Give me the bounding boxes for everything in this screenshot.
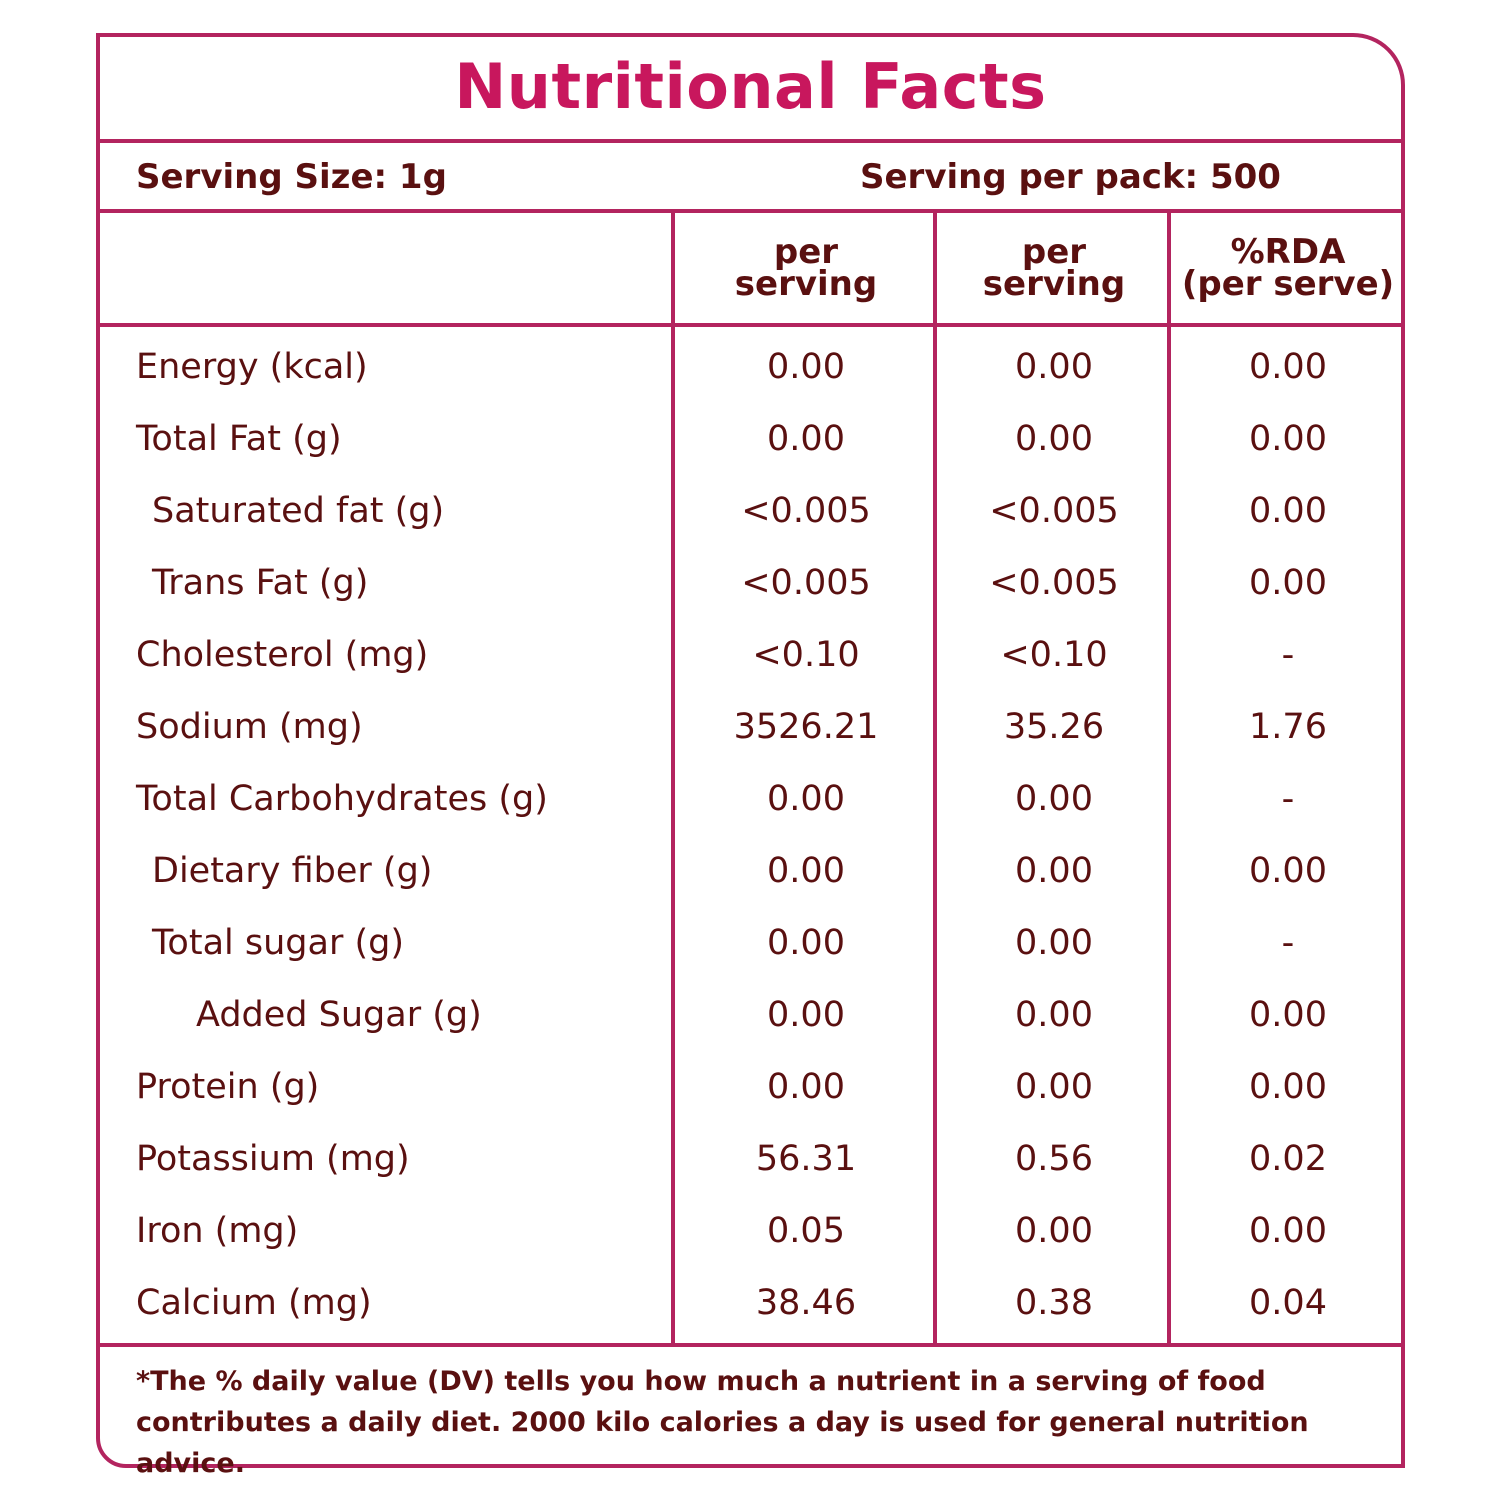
table-row: Energy (kcal) 0.00 0.00 0.00 [100,331,1401,403]
column-header-line: per [1021,232,1087,272]
nutrient-label: Protein (g) [136,1067,320,1107]
rda-value: 0.00 [1249,419,1327,459]
rda-value: 0.04 [1249,1283,1327,1323]
per-serving-value-1: <0.005 [741,491,871,531]
per-serving-value-1: 0.00 [767,419,845,459]
table-row: Trans Fat (g) <0.005 <0.005 0.00 [100,547,1401,619]
per-serving-value-2: 0.00 [1015,1211,1093,1251]
table-row: Saturated fat (g) <0.005 <0.005 0.00 [100,475,1401,547]
per-serving-value-1: 56.31 [755,1139,857,1179]
per-serving-value-1: 0.05 [767,1211,845,1251]
rda-value: 1.76 [1249,707,1327,747]
per-serving-value-1: 0.00 [767,923,845,963]
nutrient-label: Calcium (mg) [136,1283,372,1323]
nutrient-label: Added Sugar (g) [196,995,482,1035]
column-header-line: per [773,232,839,272]
rda-value: 0.00 [1249,1067,1327,1107]
serving-per-pack: Serving per pack: 500 [860,157,1281,197]
per-serving-value-2: 0.00 [1015,347,1093,387]
footer-divider [100,1343,1401,1347]
page-title: Nutritional Facts [454,49,1047,123]
table-row: Sodium (mg) 3526.21 35.26 1.76 [100,691,1401,763]
per-serving-value-1: 3526.21 [733,707,879,747]
rda-value: 0.00 [1249,851,1327,891]
per-serving-value-2: 0.00 [1015,995,1093,1035]
per-serving-value-2: 35.26 [1003,707,1105,747]
nutrient-label: Cholesterol (mg) [136,635,429,675]
rda-value: 0.00 [1249,995,1327,1035]
rda-value: 0.02 [1249,1139,1327,1179]
rda-value: 0.00 [1249,491,1327,531]
nutrient-label: Potassium (mg) [136,1139,410,1179]
footnote: *The % daily value (DV) tells you how mu… [136,1366,1309,1479]
table-row: Total sugar (g) 0.00 0.00 - [100,907,1401,979]
nutrient-label: Iron (mg) [136,1211,299,1251]
nutrient-label: Saturated fat (g) [152,491,445,531]
nutrient-label: Trans Fat (g) [152,563,369,603]
rda-value: 0.00 [1249,563,1327,603]
column-header-rda: %RDA (per serve) [1171,213,1405,323]
per-serving-value-2: <0.10 [1000,635,1108,675]
column-header-line: %RDA [1230,232,1346,272]
table-row: Protein (g) 0.00 0.00 0.00 [100,1051,1401,1123]
nutrient-label: Total Carbohydrates (g) [136,779,548,819]
table-row: Potassium (mg) 56.31 0.56 0.02 [100,1123,1401,1195]
table-row: Total Carbohydrates (g) 0.00 0.00 - [100,763,1401,835]
per-serving-value-1: 0.00 [767,779,845,819]
title-row: Nutritional Facts [100,37,1401,143]
column-header-line: (per serve) [1181,264,1395,304]
nutrient-label: Total Fat (g) [136,419,342,459]
rda-value: - [1281,635,1295,675]
per-serving-value-2: 0.00 [1015,851,1093,891]
per-serving-value-2: 0.00 [1015,1067,1093,1107]
column-header-line: serving [734,264,878,304]
serving-row: Serving Size: 1g Serving per pack: 500 [100,143,1401,213]
per-serving-value-1: 0.00 [767,851,845,891]
table-row: Iron (mg) 0.05 0.00 0.00 [100,1195,1401,1267]
nutrition-facts-panel: Nutritional Facts Serving Size: 1g Servi… [96,33,1405,1479]
table-row: Cholesterol (mg) <0.10 <0.10 - [100,619,1401,691]
nutrient-table-body: Energy (kcal) 0.00 0.00 0.00 Total Fat (g) 0.… [100,327,1401,1343]
per-serving-value-1: 0.00 [767,347,845,387]
per-serving-value-1: <0.10 [752,635,860,675]
nutrient-label: Dietary fiber (g) [152,851,433,891]
column-header-line: serving [982,264,1126,304]
nutrient-label: Total sugar (g) [152,923,404,963]
rda-value: 0.00 [1249,347,1327,387]
column-divider [671,209,675,1347]
table-row: Calcium (mg) 38.46 0.38 0.04 [100,1267,1401,1339]
column-header-row: per serving per serving %RDA (per serve) [100,213,1401,327]
per-serving-value-1: 0.00 [767,1067,845,1107]
rda-value: 0.00 [1249,1211,1327,1251]
column-header-per-serving-1: per serving [675,213,937,323]
nutrient-label: Energy (kcal) [136,347,368,387]
table-row: Dietary fiber (g) 0.00 0.00 0.00 [100,835,1401,907]
per-serving-value-1: 38.46 [755,1283,857,1323]
column-divider [1167,209,1171,1347]
table-row: Total Fat (g) 0.00 0.00 0.00 [100,403,1401,475]
column-header-per-serving-2: per serving [937,213,1171,323]
per-serving-value-2: <0.005 [989,563,1119,603]
nutrient-label: Sodium (mg) [136,707,363,747]
per-serving-value-2: 0.00 [1015,923,1093,963]
per-serving-value-2: 0.56 [1015,1139,1093,1179]
table-row: Added Sugar (g) 0.00 0.00 0.00 [100,979,1401,1051]
per-serving-value-2: 0.38 [1015,1283,1093,1323]
per-serving-value-2: 0.00 [1015,419,1093,459]
rda-value: - [1281,923,1295,963]
per-serving-value-2: <0.005 [989,491,1119,531]
rda-value: - [1281,779,1295,819]
serving-size: Serving Size: 1g [136,157,447,197]
per-serving-value-1: <0.005 [741,563,871,603]
per-serving-value-1: 0.00 [767,995,845,1035]
per-serving-value-2: 0.00 [1015,779,1093,819]
column-divider [933,209,937,1347]
